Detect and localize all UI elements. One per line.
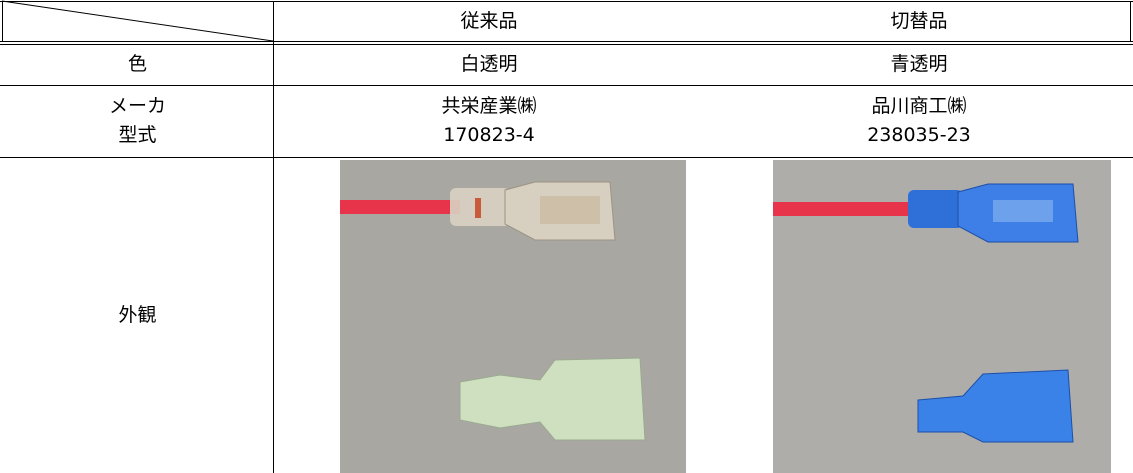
header-cell: 切替品: [890, 10, 948, 32]
row-label: メーカ: [108, 95, 166, 117]
border: [1130, 1, 1131, 42]
border: [0, 1, 1133, 2]
border: [2, 1, 3, 42]
diagonal: [1, 0, 274, 42]
border: [0, 41, 1133, 42]
cell: 170823-4: [443, 124, 535, 146]
cell: 白透明: [460, 53, 518, 75]
cell: 共栄産業㈱: [441, 95, 537, 117]
border: [0, 44, 1133, 45]
photo-conventional: [340, 160, 686, 473]
row-label: 色: [127, 53, 147, 75]
border: [0, 157, 1133, 158]
photo-switched: [773, 160, 1111, 473]
row-label: 外観: [118, 304, 157, 326]
cell: 青透明: [890, 53, 948, 75]
cell: 品川商工㈱: [871, 95, 967, 117]
border: [0, 85, 1133, 86]
header-cell: 従来品: [460, 10, 518, 32]
row-label: 型式: [118, 124, 157, 146]
border: [273, 1, 274, 473]
cell: 238035-23: [867, 124, 971, 146]
